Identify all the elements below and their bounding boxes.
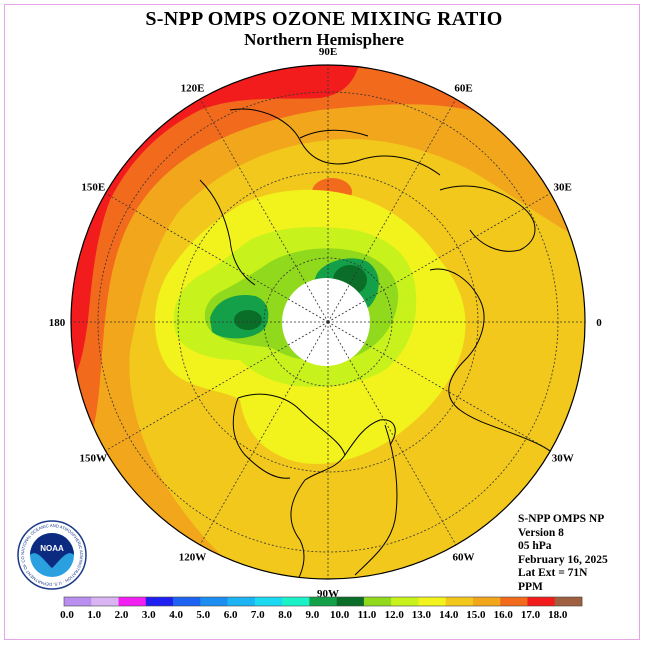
colorbar-label: 9.0 (306, 609, 320, 621)
longitude-label: 60W (453, 552, 475, 564)
colorbar-label: 4.0 (169, 609, 183, 621)
longitude-label: 150E (81, 182, 105, 194)
colorbar-swatch (554, 597, 583, 606)
colorbar-label: 10.0 (330, 609, 350, 621)
colorbar-label: 16.0 (494, 609, 514, 621)
colorbar-label: 8.0 (278, 609, 292, 621)
colorbar-swatch (418, 597, 446, 606)
colorbar-label: 13.0 (412, 609, 432, 621)
info-version: Version 8 (518, 526, 564, 539)
colorbar-swatch (64, 597, 92, 606)
colorbar-swatch (472, 597, 501, 606)
colorbar-label: 5.0 (196, 609, 210, 621)
colorbar-swatch (282, 597, 310, 606)
colorbar-swatch (445, 597, 474, 606)
longitude-label: 30W (552, 453, 574, 465)
colorbar-swatch (91, 597, 119, 606)
longitude-label: 60E (454, 82, 472, 94)
info-units: PPM (518, 580, 543, 593)
info-block: S-NPP OMPS NP Version 8 05 hPa February … (518, 513, 608, 594)
colorbar-swatch (173, 597, 201, 606)
map-title: S-NPP OMPS OZONE MIXING RATIO (145, 8, 503, 30)
info-date: February 16, 2025 (518, 553, 608, 566)
longitude-label: 120E (181, 82, 205, 94)
colorbar-swatches (63, 596, 583, 607)
colorbar-swatch (527, 597, 556, 606)
colorbar-label: 1.0 (87, 609, 101, 621)
colorbar-frame (63, 596, 583, 607)
colorbar-swatch (500, 597, 528, 606)
longitude-label: 180 (49, 317, 66, 329)
colorbar-swatch (254, 597, 283, 606)
colorbar-label: 6.0 (224, 609, 238, 621)
colorbar-label: 12.0 (385, 609, 405, 621)
ozone-band-14-15 (71, 65, 585, 579)
noaa-logo: NATIONAL OCEANIC AND ATMOSPHERIC ADMINIS… (17, 520, 87, 590)
colorbar-swatch (336, 597, 365, 606)
graticule (71, 65, 585, 579)
colorbar-label: 14.0 (439, 609, 459, 621)
colorbar-swatch (145, 597, 174, 606)
colorbar-swatch (309, 597, 337, 606)
colorbar-swatch (200, 597, 228, 606)
info-pressure-level: 05 hPa (518, 540, 552, 552)
colorbar-labels: 0.0 1.0 2.0 3.0 4.0 5.0 6.0 7.0 8.0 9.0 10.0 11.0 12… (60, 609, 568, 621)
map-boundary (70, 64, 586, 580)
logo-text: NOAA (40, 544, 64, 553)
colorbar-label: 7.0 (251, 609, 265, 621)
colorbar-label: 11.0 (358, 609, 377, 621)
colorbar-label: 15.0 (466, 609, 486, 621)
colorbar-label: 3.0 (142, 609, 156, 621)
colorbar-swatch (118, 597, 147, 606)
colorbar-label: 0.0 (60, 609, 74, 621)
colorbar-label: 2.0 (115, 609, 129, 621)
info-lat-extent: Lat Ext = 71N (518, 567, 588, 579)
colorbar-swatch (391, 597, 419, 606)
colorbar-swatch (227, 597, 256, 606)
longitude-label: 150W (80, 453, 108, 465)
logo-bird (30, 533, 74, 568)
ozone-core-west (234, 310, 262, 330)
longitude-label: 90E (319, 46, 337, 58)
info-instrument: S-NPP OMPS NP (518, 513, 605, 525)
colorbar-swatch (363, 597, 392, 606)
colorbar-label: 17.0 (521, 609, 541, 621)
map-subtitle: Northern Hemisphere (244, 30, 404, 49)
colorbar-label: 18.0 (548, 609, 568, 621)
longitude-label: 0 (596, 317, 602, 329)
longitude-label: 120W (179, 552, 207, 564)
longitude-label: 30E (554, 182, 572, 194)
